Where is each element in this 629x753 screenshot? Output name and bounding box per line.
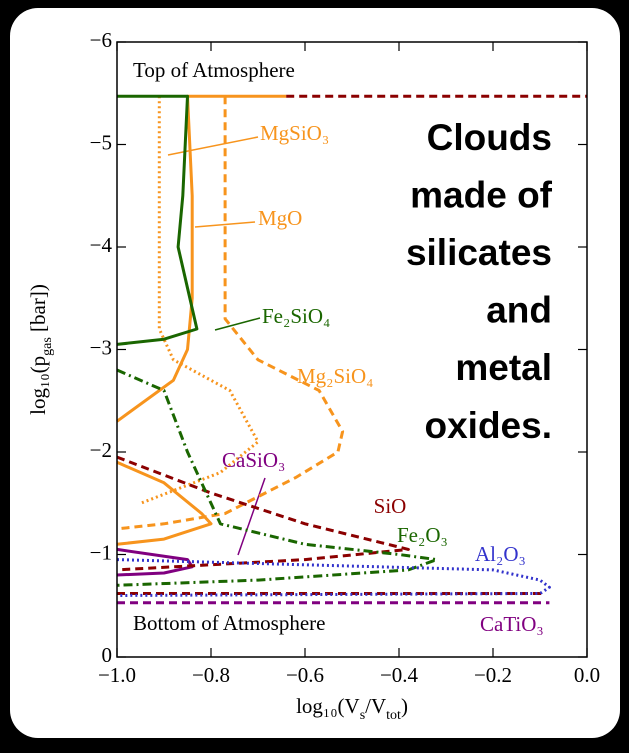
y-tick-label: −3 (90, 335, 112, 359)
x-tick-label: −0.8 (192, 663, 230, 687)
page: 0−1−2−3−4−5−6−1.0−0.8−0.6−0.4−0.20.0log₁… (0, 0, 629, 748)
headline-line: and (486, 290, 552, 331)
x-tick-label: −0.4 (380, 663, 419, 687)
series-label: SiO (374, 494, 407, 518)
annotation: Bottom of Atmosphere (133, 611, 326, 635)
headline-line: oxides. (425, 405, 553, 446)
headline-line: silicates (406, 232, 552, 273)
series-label: CaSiO₃ (222, 448, 285, 472)
x-axis-label-part: /V (365, 694, 386, 718)
y-tick-label: −4 (90, 233, 113, 257)
y-axis-label-part: log₁₀(p (26, 356, 50, 415)
x-axis-label-part: log₁₀(V (296, 694, 360, 718)
x-axis-label-part: ) (401, 694, 408, 718)
y-tick-label: −6 (90, 28, 112, 52)
x-tick-label: 0.0 (574, 663, 600, 687)
headline-line: Clouds (427, 117, 552, 158)
y-tick-label: −1 (90, 540, 112, 564)
headline-line: metal (455, 347, 552, 388)
series-label: Al₂O₃ (475, 542, 526, 566)
x-tick-label: −1.0 (98, 663, 136, 687)
series-label: MgSiO₃ (260, 121, 329, 145)
y-axis-label-part: [bar]) (26, 284, 50, 337)
x-tick-label: −0.6 (286, 663, 324, 687)
series-label: Fe₂O₃ (397, 523, 448, 547)
annotation: Top of Atmosphere (133, 58, 295, 82)
headline-line: made of (410, 174, 553, 215)
y-tick-label: −5 (90, 130, 112, 154)
series-label: Fe₂SiO₄ (262, 304, 330, 328)
x-tick-label: −0.2 (474, 663, 512, 687)
y-tick-label: −2 (90, 438, 112, 462)
y-axis-label-part: gas (40, 337, 55, 356)
series-label: Mg₂SiO₄ (297, 364, 374, 388)
series-label: CaTiO₃ (480, 612, 544, 636)
series-label: MgO (258, 206, 302, 230)
chart: 0−1−2−3−4−5−6−1.0−0.8−0.6−0.4−0.20.0log₁… (0, 0, 629, 748)
x-axis-label-part: tot (386, 708, 401, 723)
